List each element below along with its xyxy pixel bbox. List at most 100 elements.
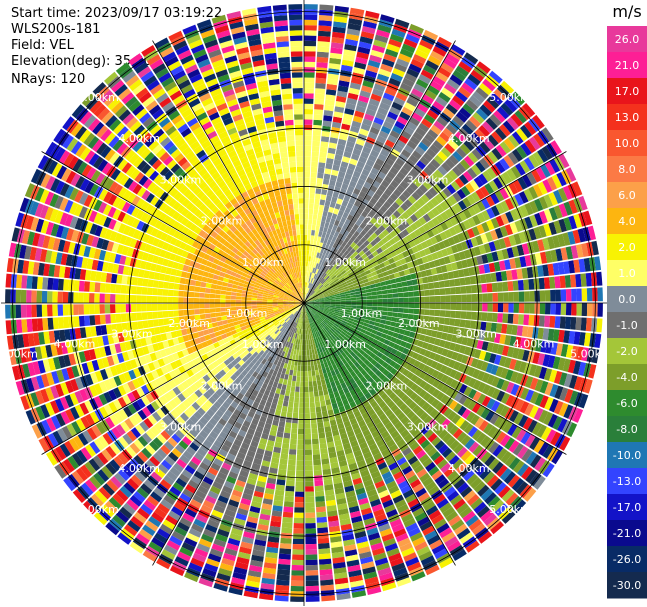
velocity-cell	[449, 216, 458, 226]
velocity-cell	[331, 284, 337, 289]
velocity-cell	[348, 254, 355, 261]
velocity-cell	[399, 48, 414, 58]
velocity-cell	[349, 82, 361, 90]
velocity-cell	[449, 318, 456, 326]
velocity-cell	[335, 237, 341, 244]
velocity-cell	[565, 289, 572, 302]
velocity-cell	[309, 402, 315, 408]
velocity-cell	[335, 181, 343, 189]
velocity-cell	[352, 115, 363, 124]
velocity-cell	[328, 279, 334, 285]
velocity-cell	[476, 212, 486, 223]
velocity-cell	[352, 260, 359, 266]
velocity-cell	[315, 288, 320, 293]
velocity-cell	[399, 111, 411, 121]
velocity-cell	[332, 254, 338, 261]
velocity-cell	[362, 20, 377, 29]
velocity-cell	[328, 63, 341, 70]
velocity-cell	[390, 262, 397, 269]
velocity-cell	[412, 285, 419, 291]
velocity-cell	[308, 298, 314, 301]
velocity-cell	[381, 289, 388, 295]
velocity-cell	[535, 166, 547, 181]
velocity-cell	[393, 298, 399, 303]
velocity-cell	[380, 244, 388, 252]
velocity-cell	[313, 124, 322, 131]
velocity-cell	[387, 111, 399, 121]
velocity-cell	[304, 287, 306, 293]
velocity-cell	[339, 166, 347, 174]
velocity-cell	[435, 96, 448, 107]
velocity-cell	[322, 280, 328, 286]
velocity-cell	[291, 575, 304, 581]
velocity-cell	[304, 114, 313, 120]
velocity-cell	[476, 61, 491, 74]
velocity-cell	[466, 194, 476, 205]
velocity-cell	[290, 585, 304, 592]
velocity-cell	[311, 423, 318, 429]
velocity-cell	[320, 237, 325, 243]
velocity-cell	[306, 282, 309, 288]
velocity-cell	[290, 364, 295, 371]
velocity-cell	[311, 370, 316, 376]
velocity-cell	[304, 240, 307, 246]
velocity-cell	[307, 365, 312, 372]
velocity-cell	[305, 585, 320, 592]
velocity-cell	[310, 412, 317, 419]
velocity-cell	[326, 239, 332, 246]
velocity-cell	[393, 175, 403, 185]
velocity-cell	[313, 240, 317, 247]
velocity-cell	[426, 148, 437, 158]
velocity-cell	[394, 120, 406, 130]
velocity-cell	[341, 281, 347, 286]
velocity-cell	[391, 101, 403, 111]
velocity-cell	[392, 288, 398, 294]
velocity-cell	[314, 485, 324, 492]
velocity-cell	[289, 369, 294, 376]
velocity-cell	[383, 260, 390, 267]
velocity-cell	[307, 295, 312, 300]
velocity-cell	[486, 283, 493, 293]
velocity-cell	[448, 169, 459, 180]
velocity-cell	[503, 292, 509, 302]
velocity-cell	[336, 284, 343, 288]
velocity-cell	[304, 203, 309, 209]
velocity-cell	[313, 296, 319, 300]
info-start-time: Start time: 2023/09/17 03:19:22	[11, 6, 223, 21]
velocity-cell	[301, 355, 304, 361]
velocity-cell	[293, 370, 297, 376]
velocity-cell	[330, 47, 343, 55]
velocity-cell	[502, 313, 509, 324]
velocity-cell	[408, 308, 414, 314]
velocity-cell	[383, 248, 390, 256]
velocity-cell	[444, 229, 453, 239]
velocity-cell	[359, 173, 368, 182]
velocity-cell	[353, 244, 360, 251]
velocity-cell	[554, 276, 561, 289]
velocity-cell	[327, 78, 338, 86]
velocity-cell	[533, 184, 543, 197]
velocity-cell	[444, 158, 456, 169]
velocity-cell	[415, 146, 426, 156]
velocity-cell	[347, 92, 359, 101]
velocity-cell	[497, 313, 503, 323]
velocity-cell	[555, 303, 561, 315]
velocity-cell	[328, 264, 334, 271]
velocity-cell	[565, 167, 577, 182]
velocity-cell	[500, 80, 515, 95]
velocity-cell	[289, 396, 295, 403]
velocity-cell	[434, 295, 441, 303]
velocity-cell	[475, 161, 486, 173]
velocity-cell	[358, 215, 366, 222]
velocity-cell	[401, 149, 411, 159]
velocity-cell	[381, 58, 395, 68]
velocity-cell	[300, 376, 304, 382]
velocity-cell	[309, 277, 312, 283]
velocity-cell	[543, 277, 551, 289]
velocity-cell	[338, 239, 344, 246]
velocity-cell	[370, 287, 377, 292]
velocity-cell	[408, 297, 415, 303]
velocity-cell	[549, 158, 561, 173]
velocity-cell	[444, 83, 457, 95]
